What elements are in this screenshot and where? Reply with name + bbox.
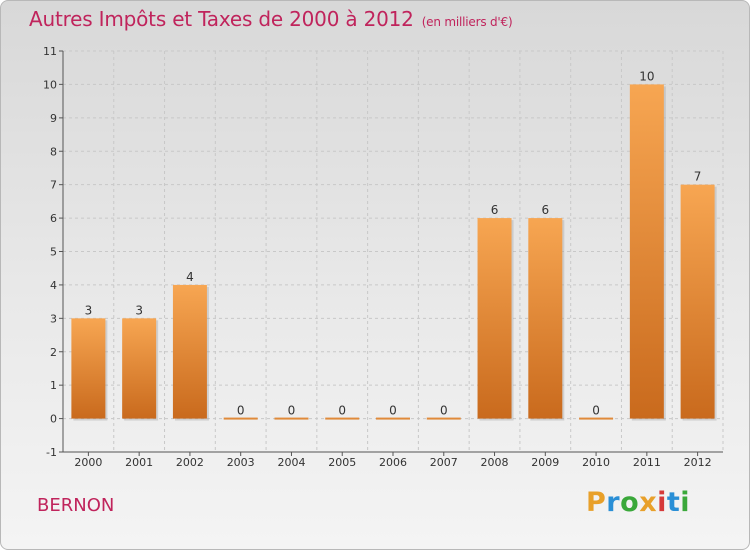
bar-value-label: 0 (389, 404, 397, 418)
bar (426, 417, 461, 420)
proxiti-logo: Proxiti (586, 487, 690, 518)
bar-value-label: 3 (135, 303, 143, 317)
bar-value-label: 6 (491, 203, 499, 217)
y-tick-label: 1 (50, 379, 57, 392)
commune-name: BERNON (37, 495, 115, 516)
x-tick-label: 2011 (633, 456, 661, 469)
bar-value-label: 0 (237, 404, 245, 418)
chart-title-text: Autres Impôts et Taxes de 2000 à 2012 (29, 7, 414, 31)
bar (274, 417, 309, 420)
y-tick-label: 2 (50, 346, 57, 359)
bar-value-label: 0 (592, 404, 600, 418)
y-tick-label: 11 (43, 45, 57, 58)
y-tick-label: 8 (50, 145, 57, 158)
chart-title: Autres Impôts et Taxes de 2000 à 2012 (en… (29, 7, 513, 31)
logo-letter: t (666, 487, 681, 518)
bar (71, 318, 106, 419)
x-tick-label: 2000 (74, 456, 102, 469)
bar (629, 84, 664, 419)
bar (528, 218, 563, 419)
x-tick-label: 2009 (531, 456, 559, 469)
chart-unit: (en milliers d'€) (421, 15, 513, 29)
y-tick-label: 0 (50, 413, 57, 426)
y-tick-label: 10 (43, 78, 57, 91)
y-tick-label: 5 (50, 246, 57, 259)
x-tick-label: 2004 (277, 456, 305, 469)
bar (172, 284, 207, 419)
bar-value-label: 10 (639, 69, 654, 83)
x-tick-label: 2003 (227, 456, 255, 469)
logo-letter: i (680, 487, 691, 518)
y-tick-label: 3 (50, 312, 57, 325)
y-tick-label: 6 (50, 212, 57, 225)
x-tick-label: 2002 (176, 456, 204, 469)
logo-letter: r (606, 487, 621, 518)
x-tick-label: 2008 (481, 456, 509, 469)
logo-letter: o (620, 487, 640, 518)
bar-value-label: 0 (440, 404, 448, 418)
bar (680, 184, 715, 419)
bar-value-label: 4 (186, 270, 194, 284)
bar (376, 417, 410, 420)
bar-value-label: 0 (338, 404, 346, 418)
bar (579, 417, 614, 420)
x-tick-label: 2007 (430, 456, 458, 469)
y-tick-label: -1 (46, 446, 57, 459)
bar (223, 417, 258, 420)
x-tick-label: 2010 (582, 456, 610, 469)
bar-value-label: 6 (541, 203, 549, 217)
y-tick-label: 4 (50, 279, 57, 292)
x-tick-label: 2012 (684, 456, 712, 469)
bar (122, 318, 157, 419)
bar-value-label: 3 (85, 303, 93, 317)
logo-letter: P (586, 487, 607, 518)
y-tick-label: 7 (50, 179, 57, 192)
x-tick-label: 2001 (125, 456, 153, 469)
logo-letter: i (657, 487, 667, 518)
bar (325, 417, 360, 420)
x-tick-label: 2005 (328, 456, 356, 469)
x-tick-label: 2006 (379, 456, 407, 469)
y-tick-label: 9 (50, 112, 57, 125)
bar-value-label: 7 (694, 170, 702, 184)
bar (477, 218, 512, 419)
logo-letter: x (639, 487, 658, 518)
bar-value-label: 0 (288, 404, 296, 418)
